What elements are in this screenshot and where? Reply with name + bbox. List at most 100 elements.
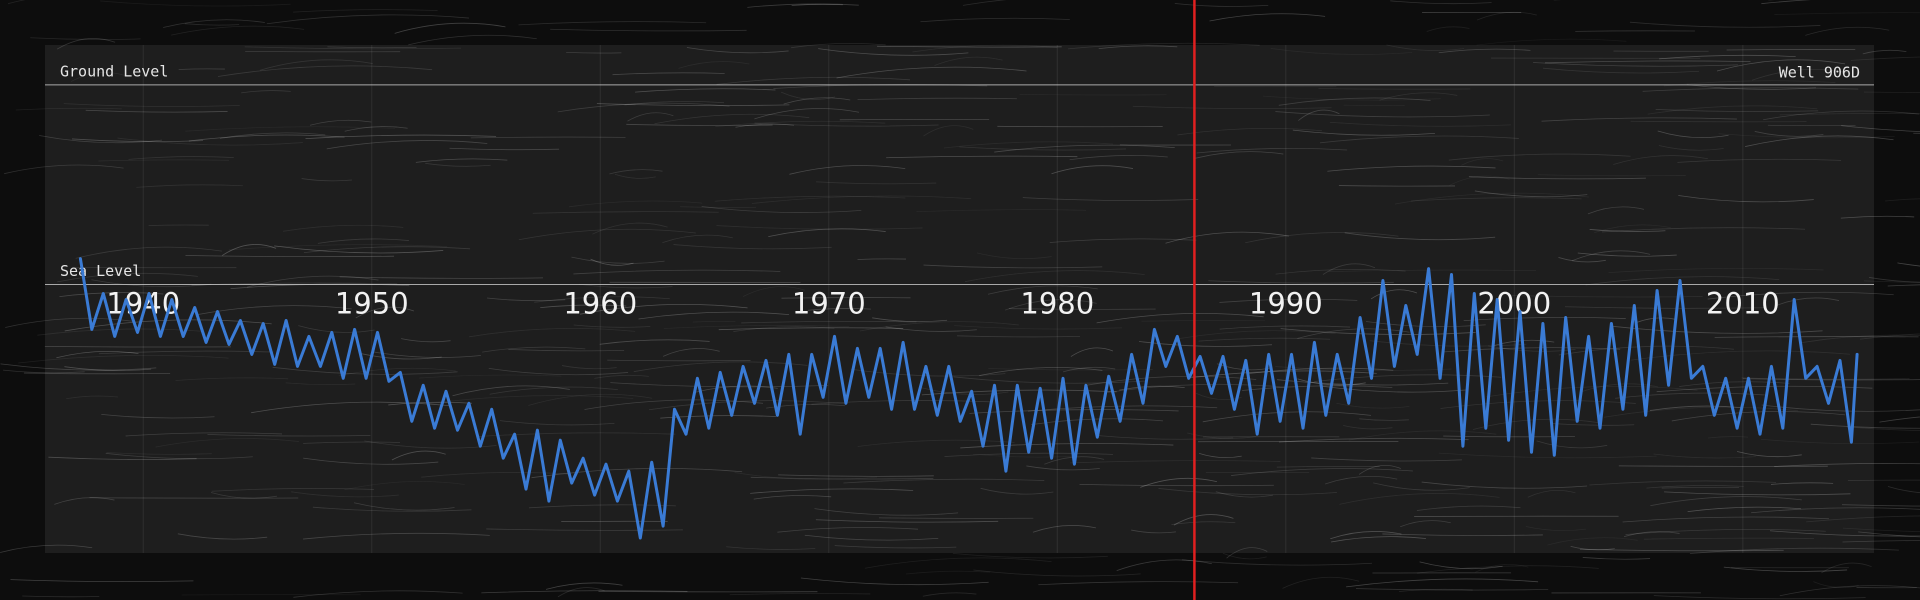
streamline <box>481 590 688 594</box>
streamline <box>1841 125 1920 132</box>
streamline <box>394 22 506 34</box>
streamline <box>1770 482 1834 485</box>
x-tick-label: 1970 <box>792 287 866 321</box>
streamline <box>1679 381 1790 387</box>
streamline <box>1348 430 1497 441</box>
streamline <box>486 528 683 531</box>
streamline <box>1663 80 1836 87</box>
streamline <box>469 327 636 338</box>
streamline <box>843 478 1045 484</box>
streamline <box>627 112 674 122</box>
streamline <box>1613 155 1708 165</box>
streamline <box>1841 504 1920 507</box>
streamline <box>1714 336 1919 338</box>
streamline <box>783 97 851 105</box>
streamline <box>718 327 904 331</box>
streamline <box>188 134 345 142</box>
streamline <box>499 420 615 426</box>
streamline <box>754 122 939 127</box>
streamline <box>1069 155 1168 161</box>
streamline <box>569 200 703 208</box>
streamline <box>1131 529 1177 534</box>
streamline <box>1813 581 1859 588</box>
streamline <box>1219 298 1358 303</box>
streamline <box>626 123 773 126</box>
streamline <box>693 385 778 394</box>
x-tick-label: 2000 <box>1477 287 1551 321</box>
streamline <box>1847 426 1920 431</box>
streamline <box>303 441 401 444</box>
streamline <box>1869 277 1920 283</box>
streamline <box>857 97 1017 101</box>
streamline <box>1318 88 1471 90</box>
streamline <box>1245 232 1399 244</box>
streamline <box>1537 174 1686 177</box>
streamline <box>425 162 491 167</box>
streamline <box>241 90 291 94</box>
streamline <box>1659 54 1796 60</box>
streamline <box>1190 370 1377 379</box>
x-tick-label: 1960 <box>563 287 637 321</box>
streamline <box>1612 325 1823 334</box>
streamline <box>317 238 409 244</box>
streamline <box>210 492 278 499</box>
streamline <box>1541 117 1737 122</box>
streamline <box>952 552 1108 559</box>
streamline <box>815 519 999 523</box>
streamline <box>1327 165 1496 172</box>
streamline <box>1198 337 1331 342</box>
streamline <box>1542 67 1700 74</box>
streamline <box>753 495 832 500</box>
streamline <box>100 0 291 7</box>
streamline <box>1887 284 1920 287</box>
streamline <box>1653 595 1866 600</box>
streamline <box>1140 477 1217 488</box>
streamline <box>800 577 989 586</box>
streamline <box>1004 299 1097 311</box>
streamline <box>1461 158 1504 166</box>
streamline <box>125 432 283 437</box>
streamline <box>1032 525 1097 533</box>
streamline <box>922 592 977 597</box>
streamline <box>66 395 119 400</box>
streamline <box>1096 313 1264 324</box>
streamline <box>573 269 781 275</box>
streamline <box>327 46 417 49</box>
streamline <box>70 71 126 82</box>
streamline <box>1625 529 1826 535</box>
streamline <box>1806 515 1920 523</box>
streamline <box>1801 334 1920 343</box>
streamline <box>1270 48 1413 55</box>
streamline <box>1311 457 1462 462</box>
streamline <box>545 582 623 590</box>
streamline <box>1282 576 1360 589</box>
streamline <box>1751 507 1920 514</box>
streamline <box>136 184 243 188</box>
streamline <box>452 385 570 397</box>
streamline <box>1741 377 1910 380</box>
streamline <box>56 38 116 50</box>
streamline <box>638 311 790 320</box>
streamline <box>1343 425 1393 430</box>
streamline <box>1231 468 1413 476</box>
streamline <box>1359 418 1409 421</box>
streamline <box>957 335 1080 338</box>
streamline <box>1656 385 1873 393</box>
streamline <box>751 195 972 204</box>
streamline <box>1544 60 1751 64</box>
streamline <box>1369 340 1527 347</box>
streamline <box>1579 548 1784 552</box>
streamline <box>980 487 1054 495</box>
streamline <box>1571 250 1651 262</box>
streamline <box>1708 436 1749 439</box>
x-tick-label: 1950 <box>335 287 409 321</box>
streamline <box>1594 224 1671 234</box>
streamline <box>303 246 471 253</box>
streamline <box>1646 485 1744 489</box>
streamline <box>487 297 566 302</box>
streamline <box>408 34 537 46</box>
streamline <box>259 59 373 71</box>
streamline <box>1587 206 1645 215</box>
